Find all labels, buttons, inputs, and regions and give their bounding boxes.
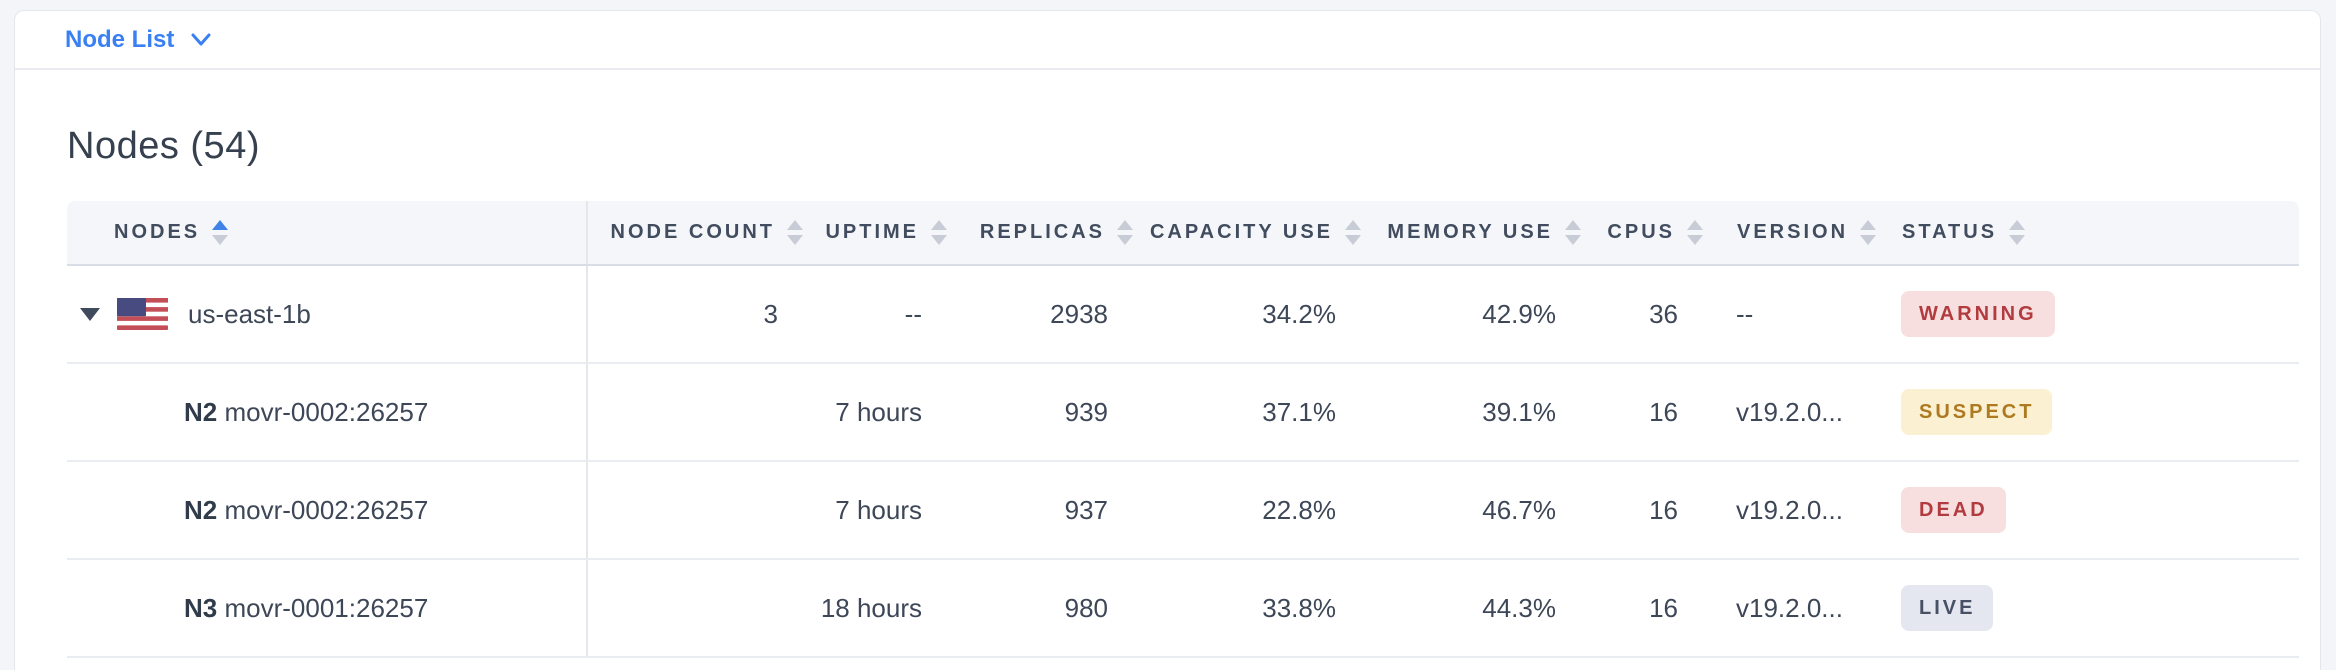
capacity-use-cell: 37.1% [1134, 363, 1362, 462]
node-count-cell [586, 559, 804, 658]
region-name: us-east-1b [188, 298, 311, 329]
region-name-cell: us-east-1b [67, 265, 587, 364]
column-header-cpus[interactable]: CPUS [1582, 201, 1704, 266]
column-header-replicas[interactable]: REPLICAS [948, 201, 1134, 266]
column-header-version[interactable]: VERSION [1704, 201, 1887, 266]
cpus-cell: 36 [1582, 265, 1704, 364]
collapse-caret-icon[interactable] [80, 307, 100, 321]
sort-icon [2009, 220, 2026, 245]
memory-use-cell: 46.7% [1362, 461, 1582, 560]
column-label: REPLICAS [979, 221, 1105, 243]
topbar: Node List [15, 11, 2320, 70]
sort-icon [1345, 220, 1361, 245]
table-header-row: NODES NODE COUNT UPTIME REPLICAS CAPACIT… [67, 201, 2299, 266]
uptime-cell: 18 hours [804, 559, 948, 658]
node-count-cell [586, 461, 804, 560]
column-label: UPTIME [825, 221, 919, 243]
node-list-dropdown[interactable]: Node List [65, 24, 212, 55]
cpus-cell: 16 [1582, 363, 1704, 462]
capacity-use-cell: 34.2% [1134, 265, 1362, 364]
column-label: STATUS [1902, 221, 1998, 243]
status-badge: SUSPECT [1901, 389, 2053, 435]
sort-icon [1565, 220, 1581, 245]
status-badge: DEAD [1901, 487, 2006, 533]
node-id: N3 [184, 592, 218, 623]
memory-use-cell: 44.3% [1362, 559, 1582, 658]
sort-icon [787, 220, 803, 245]
column-header-node-count[interactable]: NODE COUNT [586, 201, 804, 266]
sort-icon [212, 220, 229, 245]
column-header-capacity-use[interactable]: CAPACITY USE [1134, 201, 1362, 266]
replicas-cell: 980 [948, 559, 1134, 658]
node-id: N2 [184, 396, 218, 427]
status-badge: WARNING [1901, 291, 2055, 337]
node-list-dropdown-label: Node List [65, 25, 175, 53]
capacity-use-cell: 22.8% [1134, 461, 1362, 560]
cpus-cell: 16 [1582, 559, 1704, 658]
replicas-cell: 2938 [948, 265, 1134, 364]
capacity-use-cell: 33.8% [1134, 559, 1362, 658]
replicas-cell: 937 [948, 461, 1134, 560]
sort-icon [1117, 220, 1133, 245]
node-name-cell: N3 movr-0001:26257 [67, 559, 587, 658]
column-label: NODE COUNT [610, 221, 775, 243]
node-count-cell: 3 [586, 265, 804, 364]
status-cell: LIVE [1887, 559, 2299, 658]
version-cell: v19.2.0... [1704, 559, 1887, 658]
node-address: movr-0002:26257 [224, 396, 429, 427]
node-count-cell [586, 363, 804, 462]
uptime-cell: 7 hours [804, 461, 948, 560]
node-list-card: Node List Nodes (54) NODES NODE COUNT [14, 10, 2321, 670]
column-label: CPUS [1607, 221, 1675, 243]
version-cell: -- [1704, 265, 1887, 364]
uptime-cell: 7 hours [804, 363, 948, 462]
column-header-nodes[interactable]: NODES [67, 201, 587, 266]
node-row[interactable]: N3 movr-0001:26257 18 hours 980 33.8% 44… [67, 559, 2299, 658]
column-header-status[interactable]: STATUS [1887, 201, 2299, 266]
node-row[interactable]: N2 movr-0002:26257 7 hours 937 22.8% 46.… [67, 461, 2299, 560]
replicas-cell: 939 [948, 363, 1134, 462]
status-cell: WARNING [1887, 265, 2299, 364]
region-row[interactable]: us-east-1b 3 -- 2938 34.2% 42.9% 36 -- W… [67, 265, 2299, 364]
cpus-cell: 16 [1582, 461, 1704, 560]
column-header-memory-use[interactable]: MEMORY USE [1362, 201, 1582, 266]
sort-icon [1860, 220, 1877, 245]
memory-use-cell: 39.1% [1362, 363, 1582, 462]
version-cell: v19.2.0... [1704, 363, 1887, 462]
node-id: N2 [184, 494, 218, 525]
node-address: movr-0002:26257 [224, 494, 429, 525]
us-flag-icon [117, 298, 168, 330]
column-label: VERSION [1737, 221, 1849, 243]
sort-icon [931, 220, 947, 245]
node-name-cell: N2 movr-0002:26257 [67, 461, 587, 560]
column-label: CAPACITY USE [1149, 221, 1333, 243]
node-address: movr-0001:26257 [224, 592, 429, 623]
nodes-table: NODES NODE COUNT UPTIME REPLICAS CAPACIT… [67, 201, 2299, 658]
sort-icon [1687, 220, 1703, 245]
chevron-down-icon [190, 27, 212, 55]
status-cell: SUSPECT [1887, 363, 2299, 462]
column-header-uptime[interactable]: UPTIME [804, 201, 948, 266]
version-cell: v19.2.0... [1704, 461, 1887, 560]
page-title: Nodes (54) [67, 125, 260, 167]
uptime-cell: -- [804, 265, 948, 364]
status-cell: DEAD [1887, 461, 2299, 560]
memory-use-cell: 42.9% [1362, 265, 1582, 364]
column-label: NODES [114, 221, 201, 243]
node-row[interactable]: N2 movr-0002:26257 7 hours 939 37.1% 39.… [67, 363, 2299, 462]
column-label: MEMORY USE [1387, 221, 1553, 243]
node-name-cell: N2 movr-0002:26257 [67, 363, 587, 462]
status-badge: LIVE [1901, 585, 1994, 631]
